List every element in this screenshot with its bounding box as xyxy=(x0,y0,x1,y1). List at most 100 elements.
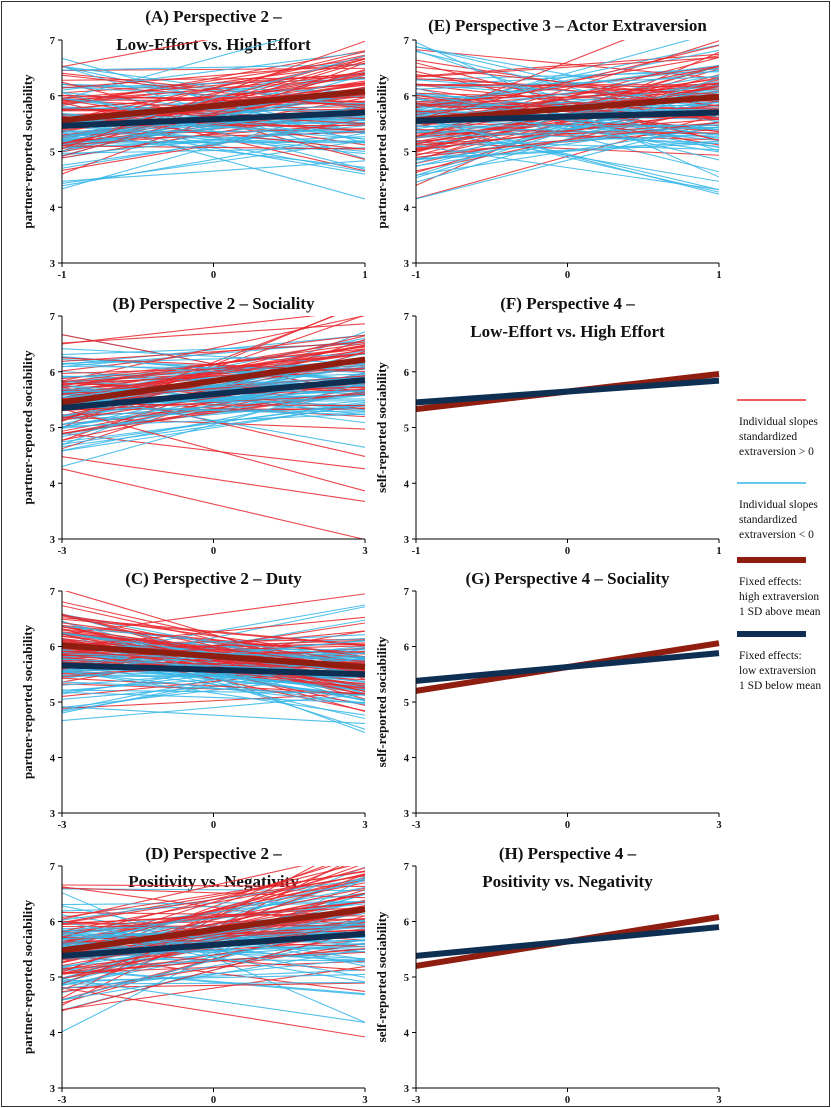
y-tick-label: 5 xyxy=(404,424,409,435)
individual-slope-line-low xyxy=(62,382,365,467)
x-tick-label: -3 xyxy=(58,820,67,831)
legend-item-ind-high: Individual slopes standardized extraversio… xyxy=(737,399,818,458)
individual-slope-line-low xyxy=(62,920,365,1001)
individual-slope-line-high xyxy=(416,84,719,88)
fixed-effect-line-low xyxy=(415,924,720,959)
individual-slope-line-high xyxy=(62,74,365,109)
individual-slope-line-high xyxy=(62,352,365,386)
legend-label: extraversion > 0 xyxy=(739,446,814,458)
panel-title: (E) Perspective 3 – Actor Extraversion xyxy=(428,16,707,35)
x-tick-label: 1 xyxy=(716,546,721,557)
y-tick-label: 7 xyxy=(50,36,55,47)
y-tick-label: 3 xyxy=(404,535,409,546)
y-tick-label: 6 xyxy=(50,918,55,929)
individual-slope-line-low xyxy=(416,104,719,153)
chart-panel-g: (G) Perspective 4 – Sociality self-report… xyxy=(374,569,722,831)
individual-slope-line-low xyxy=(416,77,719,176)
panel-title: (B) Perspective 2 – Sociality xyxy=(112,294,315,313)
individual-slope-line-low xyxy=(416,76,719,90)
individual-slope-line-low xyxy=(416,91,719,168)
individual-slope-line-low xyxy=(62,625,365,658)
y-tick-label: 7 xyxy=(50,312,55,323)
y-tick-label: 7 xyxy=(50,862,55,873)
individual-slope-line-low xyxy=(62,944,365,962)
individual-slope-line-high xyxy=(416,78,719,95)
x-tick-label: -3 xyxy=(412,820,421,831)
individual-slope-line-high xyxy=(62,906,365,925)
individual-slope-line-low xyxy=(62,55,365,142)
individual-slope-line-high xyxy=(416,121,719,158)
individual-slope-line-low xyxy=(62,403,365,452)
individual-slope-line-low xyxy=(62,670,365,716)
individual-slope-line-high xyxy=(62,40,365,150)
individual-slope-line-low xyxy=(62,401,365,445)
y-tick-label: 5 xyxy=(404,698,409,709)
individual-slope-line-high xyxy=(62,866,333,950)
individual-slope-line-low xyxy=(62,977,365,1023)
individual-slope-line-high xyxy=(62,468,365,539)
y-tick-label: 7 xyxy=(404,312,409,323)
individual-slope-line-low xyxy=(62,905,365,967)
fixed-effect-line-high xyxy=(61,88,366,124)
panel-title: (C) Perspective 2 – Duty xyxy=(125,569,302,588)
y-tick-label: 6 xyxy=(404,92,409,103)
individual-slope-line-high xyxy=(62,316,365,382)
chart-panel-h: (H) Perspective 4 – Positivity vs. Negati… xyxy=(374,844,722,1106)
legend-label: Individual slopes xyxy=(739,499,818,511)
individual-slope-line-high xyxy=(62,866,303,920)
individual-slope-line-low xyxy=(62,348,365,365)
individual-slope-line-high xyxy=(62,866,352,938)
individual-slope-line-high xyxy=(62,987,365,1038)
individual-slope-line-high xyxy=(62,67,365,72)
y-tick-label: 5 xyxy=(50,424,55,435)
individual-slope-line-low xyxy=(62,334,365,366)
y-axis-label: partner-reported sociability xyxy=(20,899,35,1054)
x-tick-label: 3 xyxy=(716,820,721,831)
individual-slope-line-low xyxy=(416,126,719,138)
legend-label: Fixed effects: xyxy=(739,650,802,662)
individual-slope-line-high xyxy=(62,867,365,953)
individual-slope-line-high xyxy=(62,616,365,648)
individual-slope-line-low xyxy=(62,969,365,996)
fixed-effect-line-low xyxy=(61,930,366,959)
individual-slope-line-low xyxy=(62,117,365,169)
y-tick-label: 7 xyxy=(404,36,409,47)
individual-slopes xyxy=(62,316,365,539)
x-tick-label: -1 xyxy=(412,546,421,557)
y-tick-label: 5 xyxy=(404,148,409,159)
individual-slope-line-high xyxy=(62,928,365,1012)
fixed-effect-line-high xyxy=(415,93,720,124)
y-tick-label: 5 xyxy=(50,698,55,709)
x-tick-label: 3 xyxy=(362,546,367,557)
x-tick-label: 0 xyxy=(565,270,570,281)
individual-slope-line-low xyxy=(416,145,719,191)
x-tick-label: 0 xyxy=(565,820,570,831)
y-tick-label: 5 xyxy=(50,148,55,159)
individual-slope-line-low xyxy=(62,107,365,112)
fixed-effect-line-low xyxy=(415,650,720,684)
x-tick-label: 3 xyxy=(716,1095,721,1106)
y-tick-label: 4 xyxy=(50,479,56,490)
legend-label: low extraversion xyxy=(739,665,816,677)
individual-slope-line-low xyxy=(62,880,365,946)
y-tick-label: 3 xyxy=(404,809,409,820)
x-tick-label: 1 xyxy=(716,270,721,281)
individual-slope-line-high xyxy=(62,316,317,345)
individual-slope-line-high xyxy=(62,432,365,470)
individual-slope-line-high xyxy=(416,111,719,151)
individual-slope-line-low xyxy=(62,413,365,428)
legend-item-ind-low: Individual slopes standardized extraversio… xyxy=(737,482,818,541)
individual-slope-line-low xyxy=(62,892,365,933)
individual-slope-line-high xyxy=(62,645,365,655)
y-tick-label: 3 xyxy=(404,1084,409,1095)
x-tick-label: 1 xyxy=(362,270,367,281)
individual-slope-line-low xyxy=(416,134,719,148)
panel-title: Low-Effort vs. High Effort xyxy=(470,322,665,341)
y-axis-label: self-reported sociability xyxy=(374,636,389,767)
y-tick-label: 6 xyxy=(404,368,409,379)
legend-label: Individual slopes xyxy=(739,416,818,428)
individual-slope-line-high xyxy=(62,367,365,385)
individual-slope-line-high xyxy=(62,341,365,362)
legend-label: high extraversion xyxy=(739,591,819,603)
individual-slope-line-high xyxy=(62,924,365,928)
